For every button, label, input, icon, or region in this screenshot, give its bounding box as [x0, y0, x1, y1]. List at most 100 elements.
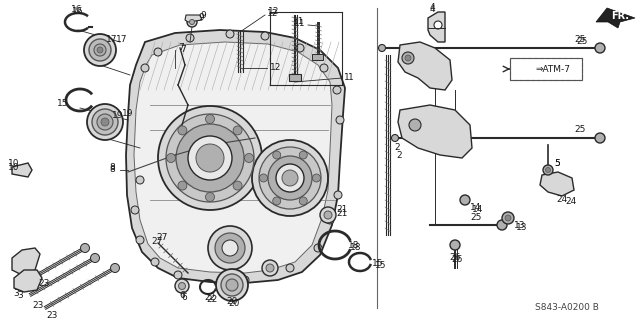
Polygon shape [428, 12, 445, 42]
Circle shape [136, 236, 144, 244]
Circle shape [97, 47, 103, 53]
Circle shape [111, 263, 120, 272]
Circle shape [252, 140, 328, 216]
Text: 27: 27 [156, 234, 168, 242]
Text: 6: 6 [179, 292, 185, 300]
Text: 22: 22 [204, 293, 216, 301]
Polygon shape [398, 105, 472, 158]
Circle shape [300, 151, 307, 159]
Text: 16: 16 [72, 8, 84, 17]
Text: 5: 5 [554, 159, 560, 167]
Circle shape [89, 39, 111, 61]
Text: 22: 22 [206, 294, 218, 303]
Text: 10: 10 [8, 164, 19, 173]
Text: 21: 21 [336, 209, 348, 218]
Circle shape [259, 174, 268, 182]
Text: 9: 9 [198, 13, 204, 23]
Circle shape [178, 181, 187, 190]
Text: 21: 21 [336, 205, 348, 214]
Text: 15: 15 [57, 100, 68, 108]
Circle shape [450, 240, 460, 250]
Text: 12: 12 [268, 8, 280, 17]
Text: 26: 26 [449, 254, 461, 263]
Text: 15: 15 [375, 261, 387, 270]
Text: 14: 14 [470, 204, 481, 212]
Text: 4: 4 [429, 4, 435, 12]
Text: 25: 25 [470, 213, 482, 222]
Circle shape [175, 279, 189, 293]
Circle shape [166, 153, 175, 162]
Circle shape [87, 104, 123, 140]
Text: 13: 13 [514, 221, 525, 231]
Circle shape [154, 48, 162, 56]
Polygon shape [398, 42, 452, 90]
Circle shape [296, 44, 304, 52]
Text: 16: 16 [71, 5, 83, 14]
Circle shape [205, 192, 214, 202]
Circle shape [326, 216, 334, 224]
Text: 20: 20 [228, 299, 240, 308]
Circle shape [545, 167, 550, 173]
Circle shape [222, 240, 238, 256]
Circle shape [205, 115, 214, 123]
Text: 12: 12 [267, 9, 278, 18]
Text: ⇒ATM-7: ⇒ATM-7 [536, 64, 570, 73]
Text: S843-A0200 B: S843-A0200 B [535, 303, 599, 313]
Circle shape [141, 64, 149, 72]
Text: 3: 3 [17, 291, 23, 300]
Circle shape [286, 264, 294, 272]
Text: 9: 9 [200, 11, 205, 20]
Text: 17: 17 [116, 35, 127, 44]
Text: 19: 19 [112, 110, 124, 120]
Circle shape [595, 133, 605, 143]
Bar [510, 58, 582, 80]
Polygon shape [596, 8, 635, 28]
Circle shape [595, 43, 605, 53]
Circle shape [543, 165, 553, 175]
Polygon shape [185, 15, 202, 22]
Text: 4: 4 [429, 5, 435, 14]
Circle shape [312, 174, 321, 182]
Text: 10: 10 [8, 159, 19, 167]
Circle shape [215, 233, 245, 263]
Text: 23: 23 [46, 310, 58, 319]
Polygon shape [12, 163, 32, 177]
Circle shape [233, 126, 242, 135]
Text: 27: 27 [152, 236, 163, 246]
Text: 18: 18 [348, 241, 360, 250]
Text: 8: 8 [109, 166, 115, 174]
Circle shape [434, 21, 442, 29]
Text: 11: 11 [294, 19, 305, 27]
Circle shape [188, 136, 232, 180]
Circle shape [273, 197, 281, 205]
Circle shape [241, 276, 249, 284]
Polygon shape [126, 30, 345, 283]
Circle shape [196, 144, 224, 172]
Circle shape [176, 124, 244, 192]
Circle shape [273, 151, 281, 159]
Circle shape [101, 118, 109, 126]
Text: 5: 5 [554, 159, 560, 167]
Circle shape [179, 283, 186, 290]
Circle shape [233, 181, 242, 190]
Bar [312, 54, 323, 60]
Text: 25: 25 [576, 38, 588, 47]
Bar [289, 74, 301, 81]
Polygon shape [134, 42, 332, 273]
Text: 25: 25 [574, 35, 586, 44]
Polygon shape [14, 270, 42, 292]
Circle shape [81, 243, 90, 253]
Text: 17: 17 [106, 35, 118, 44]
Text: 1: 1 [344, 73, 349, 83]
Text: 2: 2 [394, 144, 399, 152]
Circle shape [187, 17, 197, 27]
Circle shape [268, 156, 312, 200]
Text: 7: 7 [180, 46, 186, 55]
Text: 18: 18 [350, 243, 362, 253]
Text: 6: 6 [181, 293, 187, 301]
Circle shape [276, 164, 304, 192]
Circle shape [505, 215, 511, 221]
Circle shape [186, 34, 194, 42]
Text: 23: 23 [32, 300, 44, 309]
Text: 23: 23 [38, 278, 50, 287]
